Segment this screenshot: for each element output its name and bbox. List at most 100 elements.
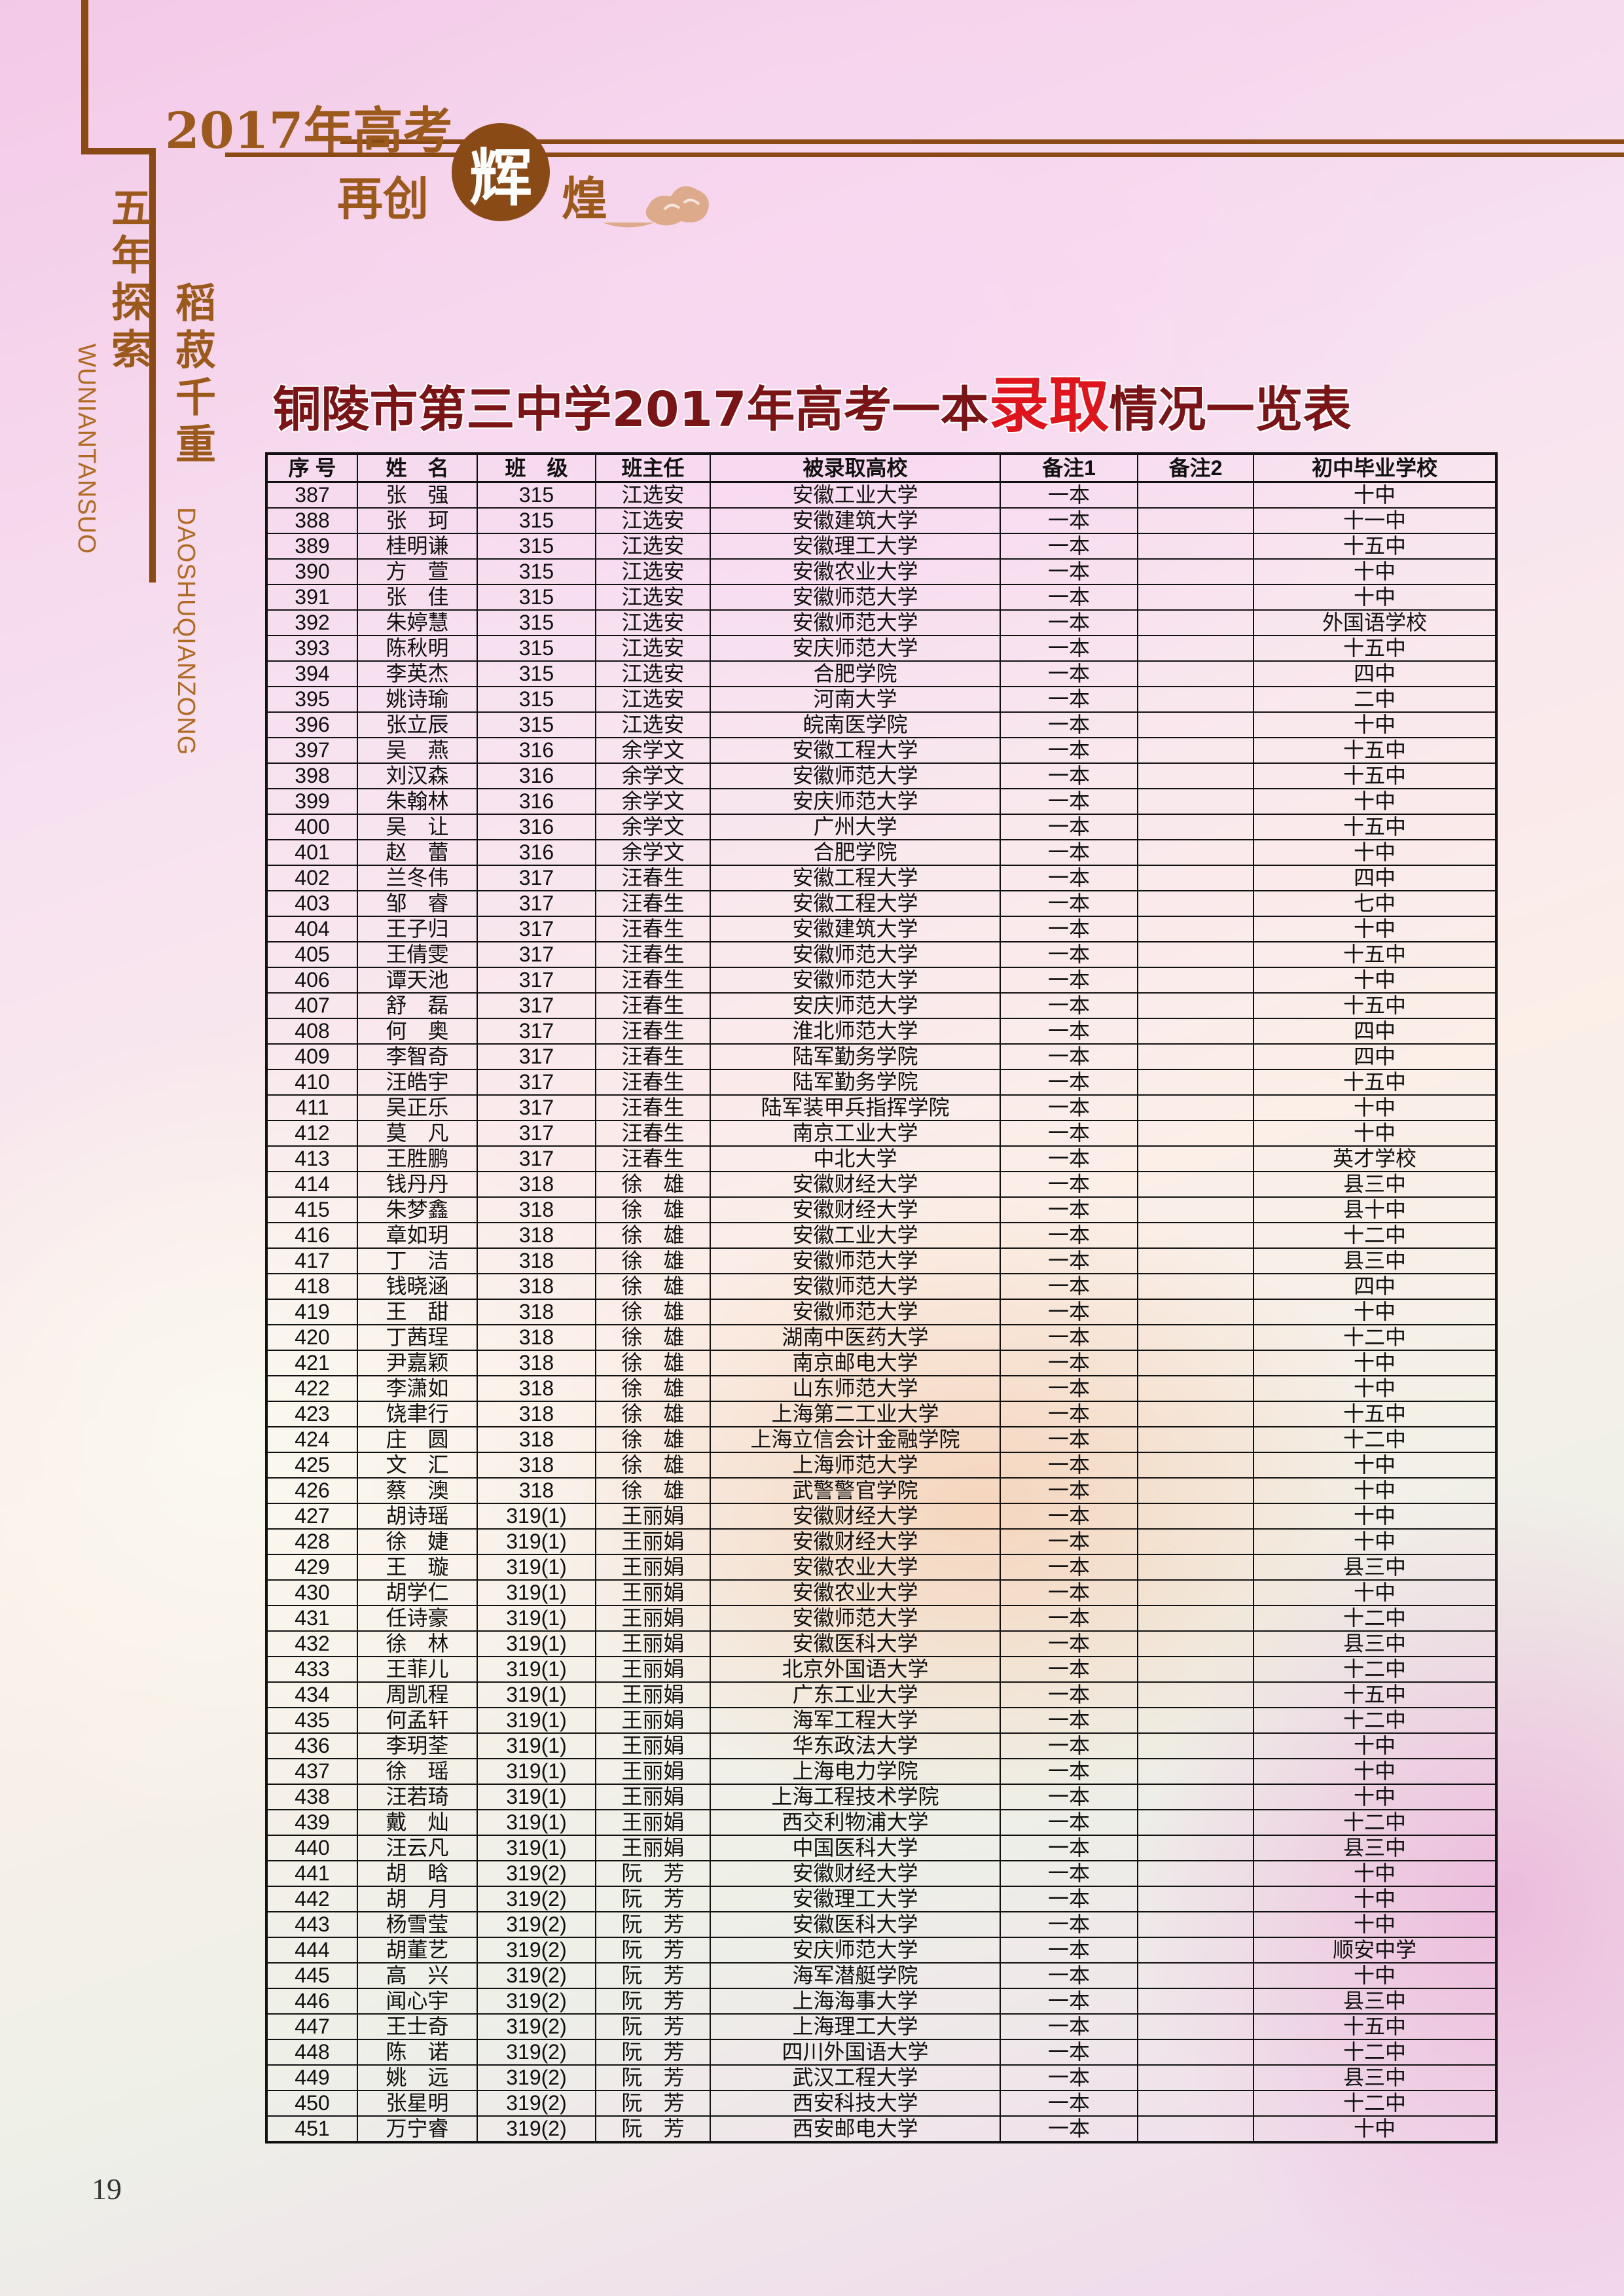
table-row: 421 尹嘉颖 318 徐 雄南京邮电大学 一本 十中 [266,1350,1497,1376]
cell-head-teacher: 王丽娟 [595,1681,711,1708]
cell-seq: 415 [266,1196,358,1223]
cell-seq: 410 [266,1069,358,1096]
cell-university: 山东师范大学 [710,1375,1001,1402]
cell-note2 [1137,1196,1254,1223]
admission-table: 序 号姓 名班 级班主任 被录取高校 备注1 备注2 初中毕业学校 387 张 强 315 江… [265,452,1498,2144]
cell-middle-school: 四中 [1253,1043,1497,1070]
cell-note1: 一本 [1000,2039,1138,2066]
frame-line-step [81,148,156,154]
cell-name: 杨雪莹 [357,1911,478,1938]
cell-note1: 一本 [1000,1069,1138,1096]
cell-class: 317 [477,1120,596,1147]
cell-name: 朱翰林 [357,788,478,815]
column-header-head-teacher: 班主任 [595,453,711,483]
cell-middle-school: 县十中 [1253,1196,1497,1223]
cell-head-teacher: 阮 芳 [595,2039,711,2066]
table-row: 398 刘汉森 316 余学文 安徽师范大学 一本 十五中 [266,762,1497,789]
cell-head-teacher: 徐 雄 [595,1299,711,1325]
cell-class: 315 [477,507,596,534]
cell-head-teacher: 江选安 [595,660,711,687]
cell-middle-school: 四中 [1253,865,1497,891]
cell-head-teacher: 徐 雄 [595,1222,711,1249]
cell-name: 刘汉森 [357,762,478,789]
cell-name: 万宁睿 [357,2115,478,2143]
table-row: 397 吴 燕 316 余学文 安徽工程大学 一本 十五中 [266,737,1497,764]
cell-name: 汪云凡 [357,1835,478,1861]
cell-note1: 一本 [1000,533,1138,560]
column-header-note2: 备注2 [1137,453,1254,483]
cell-note1: 一本 [1000,558,1138,585]
cell-university: 上海师范大学 [710,1452,1001,1479]
cell-class: 316 [477,737,596,764]
cell-note2 [1137,762,1254,789]
cell-head-teacher: 徐 雄 [595,1324,711,1351]
cell-note1: 一本 [1000,584,1138,611]
cell-name: 李智奇 [357,1043,478,1070]
cell-class: 317 [477,992,596,1019]
cell-class: 319(1) [477,1605,596,1632]
title-suffix: 情况一览表 [1109,382,1352,438]
cell-head-teacher: 王丽娟 [595,1528,711,1555]
cell-university: 海军工程大学 [710,1707,1001,1734]
cell-class: 317 [477,1094,596,1121]
cell-note1: 一本 [1000,1937,1138,1964]
table-row: 389 桂明谦 315 江选安 安徽理工大学 一本 十五中 [266,533,1497,560]
cell-middle-school: 十中 [1253,1579,1497,1606]
cell-name: 张 珂 [357,507,478,534]
cell-university: 安徽医科大学 [710,1911,1001,1938]
table-row: 388 张 珂 315 江选安 安徽建筑大学 一本 十一中 [266,507,1497,534]
cell-middle-school: 十二中 [1253,2090,1497,2117]
cell-middle-school: 县三中 [1253,1554,1497,1581]
table-row: 401 赵 蕾 316 余学文 合肥学院 一本 十中 [266,839,1497,866]
cell-name: 吴正乐 [357,1094,478,1121]
cell-university: 广州大学 [710,814,1001,840]
cell-middle-school: 十中 [1253,1375,1497,1402]
cell-note2 [1137,1554,1254,1581]
cell-note1: 一本 [1000,1452,1138,1479]
cell-note2 [1137,1656,1254,1683]
table-row: 410 汪皓宇 317 汪春生 陆军勤务学院 一本 十五中 [266,1069,1497,1096]
cell-seq: 448 [266,2039,358,2066]
cell-middle-school: 十中 [1253,1911,1497,1938]
table-row: 391 张 佳 315 江选安 安徽师范大学 一本 十中 [266,584,1497,611]
cell-note1: 一本 [1000,890,1138,917]
cell-university: 上海理工大学 [710,2013,1001,2040]
cell-middle-school: 十二中 [1253,2039,1497,2066]
cell-note1: 一本 [1000,814,1138,840]
cell-name: 姚 远 [357,2064,478,2091]
cell-seq: 451 [266,2115,358,2143]
cell-university: 安徽财经大学 [710,1503,1001,1530]
header-rule-top [340,139,1624,144]
cell-university: 西交利物浦大学 [710,1809,1001,1836]
cell-note2 [1137,1350,1254,1376]
cell-university: 安庆师范大学 [710,788,1001,815]
cell-seq: 411 [266,1094,358,1121]
cell-note1: 一本 [1000,1503,1138,1530]
table-row: 424 庄 圆 318 徐 雄上海立信会计金融学院 一本 十二中 [266,1426,1497,1453]
cell-seq: 414 [266,1171,358,1198]
cell-note2 [1137,1503,1254,1530]
cell-name: 汪若琦 [357,1784,478,1810]
cell-seq: 429 [266,1554,358,1581]
cell-head-teacher: 余学文 [595,839,711,866]
cell-middle-school: 县三中 [1253,2064,1497,2091]
cell-note1: 一本 [1000,660,1138,687]
cell-middle-school: 十中 [1253,916,1497,942]
table-row: 447 王士奇 319(2) 阮 芳上海理工大学 一本 十五中 [266,2013,1497,2040]
cell-note2 [1137,1043,1254,1070]
cell-name: 莫 凡 [357,1120,478,1147]
cell-note1: 一本 [1000,1656,1138,1683]
cell-middle-school: 十五中 [1253,737,1497,764]
table-row: 406 谭天池 317 汪春生 安徽师范大学 一本 十中 [266,967,1497,994]
cell-university: 广东工业大学 [710,1681,1001,1708]
cell-name: 赵 蕾 [357,839,478,866]
cell-university: 安徽医科大学 [710,1630,1001,1657]
cell-class: 318 [477,1477,596,1504]
side-pinyin-1: WUNIANTANSUO [73,344,100,554]
cell-note1: 一本 [1000,635,1138,662]
table-row: 431 任诗豪 319(1) 王丽娟 安徽师范大学 一本 十二中 [266,1605,1497,1632]
cell-head-teacher: 王丽娟 [595,1579,711,1606]
cell-seq: 432 [266,1630,358,1657]
cell-head-teacher: 汪春生 [595,890,711,917]
cell-university: 安徽师范大学 [710,1299,1001,1325]
